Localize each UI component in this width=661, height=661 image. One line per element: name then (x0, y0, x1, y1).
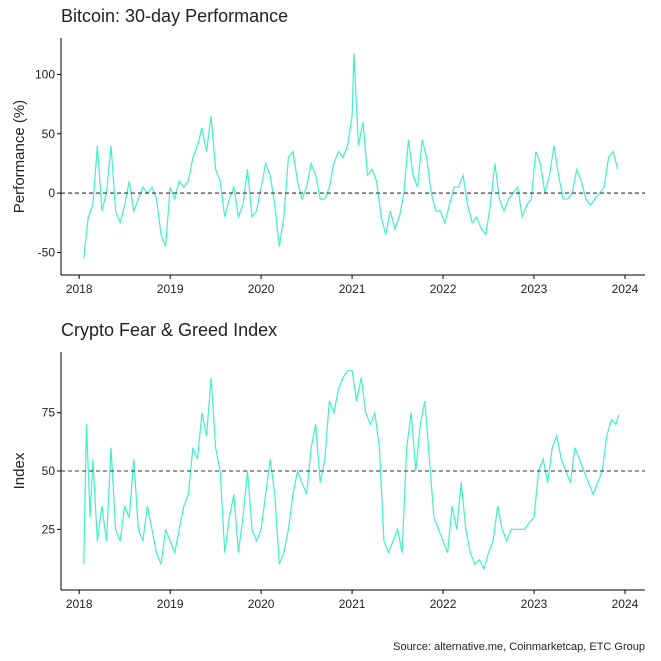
x-tick-label: 2023 (521, 597, 548, 611)
x-tick-label: 2021 (339, 597, 366, 611)
x-tick-label: 2019 (157, 597, 184, 611)
y-tick-label: 50 (42, 464, 56, 478)
y-axis-label: Index (11, 452, 28, 489)
data-line (83, 370, 620, 571)
y-tick-label: 0 (48, 186, 55, 200)
source-note: Source: alternative.me, Coinmarketcap, E… (393, 641, 645, 653)
y-axis-label: Performance (%) (11, 100, 28, 213)
y-tick-label: 25 (42, 522, 56, 536)
x-tick-label: 2023 (521, 282, 548, 296)
x-tick-label: 2024 (612, 597, 639, 611)
x-tick-label: 2018 (66, 597, 93, 611)
x-tick-label: 2022 (430, 597, 457, 611)
y-tick-label: 50 (42, 127, 56, 141)
y-tick-label: -50 (38, 245, 56, 259)
x-tick-label: 2022 (430, 282, 457, 296)
chart-title: Bitcoin: 30-day Performance (61, 6, 288, 26)
x-tick-label: 2021 (339, 282, 366, 296)
x-tick-label: 2020 (248, 597, 275, 611)
data-line (83, 53, 619, 259)
x-tick-label: 2019 (157, 282, 184, 296)
x-tick-label: 2020 (248, 282, 275, 296)
y-tick-label: 100 (35, 67, 55, 81)
chart-title: Crypto Fear & Greed Index (61, 320, 277, 340)
y-tick-label: 75 (42, 406, 56, 420)
x-tick-label: 2024 (612, 282, 639, 296)
x-tick-label: 2018 (66, 282, 93, 296)
